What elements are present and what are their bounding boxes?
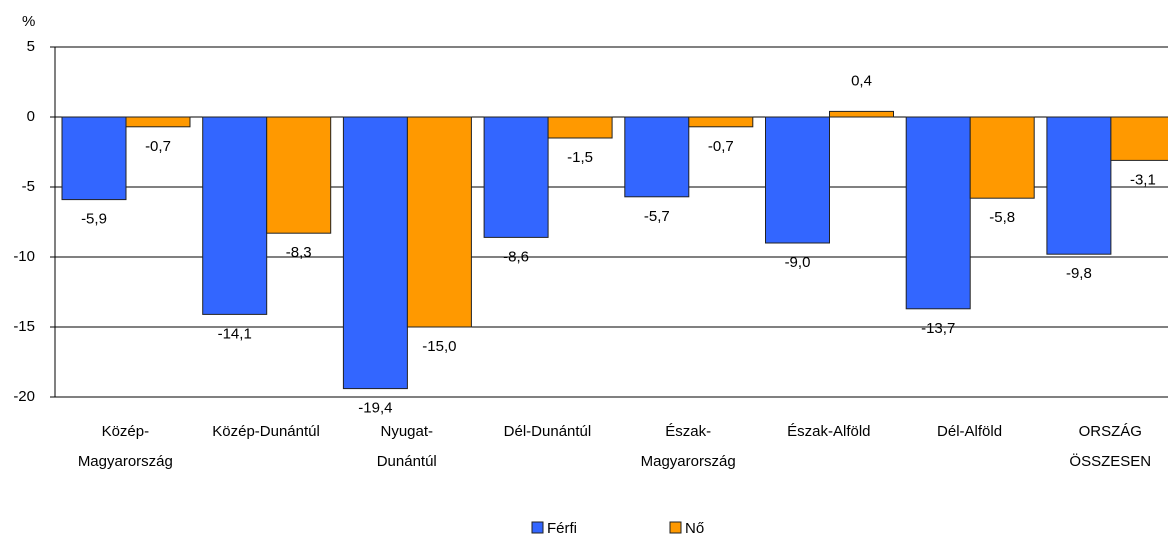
value-label: -1,5: [567, 149, 593, 166]
y-axis-label: %: [22, 13, 35, 30]
bar: [1110, 116, 1168, 161]
x-tick-label: Dél-Dunántúl: [504, 423, 592, 440]
value-label: -8,6: [503, 248, 529, 265]
x-tick-line: Dél-Dunántúl: [504, 423, 592, 440]
value-label: -5,9: [81, 211, 107, 228]
x-tick-line: Közép-: [102, 423, 150, 440]
y-tick-label: -10: [13, 248, 35, 265]
x-tick-line: Dunántúl: [377, 453, 437, 470]
x-tick-line: ORSZÁG: [1079, 423, 1142, 440]
y-tick-label: -5: [22, 178, 35, 195]
legend-label: Nő: [685, 520, 704, 537]
value-label: 0,4: [851, 72, 872, 89]
x-tick-label: Közép- Magyarország: [78, 423, 173, 470]
value-label: -0,7: [145, 138, 171, 155]
value-label: -5,8: [989, 209, 1015, 226]
legend-swatch: [669, 521, 682, 534]
value-label: -13,7: [921, 320, 955, 337]
x-tick-label: Közép-Dunántúl: [212, 423, 320, 440]
x-tick-line: Dél-Alföld: [937, 423, 1002, 440]
value-label: -9,0: [785, 254, 811, 271]
x-tick-label: Nyugat- Dunántúl: [377, 423, 437, 470]
value-label: -15,0: [422, 338, 456, 355]
x-tick-label: Észak- Magyarország: [641, 423, 736, 470]
legend-swatch: [531, 521, 544, 534]
value-label: -0,7: [708, 138, 734, 155]
x-tick-line: Nyugat-: [380, 423, 433, 440]
value-label: -8,3: [286, 244, 312, 261]
bar: [765, 116, 830, 244]
y-tick-label: 0: [27, 108, 35, 125]
x-tick-label: Dél-Alföld: [937, 423, 1002, 440]
bar: [342, 116, 408, 390]
legend-label: Férfi: [547, 520, 577, 537]
bar: [688, 116, 754, 128]
x-tick-line: Észak-Alföld: [787, 423, 870, 440]
x-tick-line: ÖSSZESEN: [1069, 452, 1151, 470]
bar: [406, 116, 472, 328]
y-tick-label: -20: [13, 388, 35, 405]
bar: [624, 116, 690, 198]
bar: [547, 116, 613, 139]
value-label: -3,1: [1130, 171, 1156, 188]
x-tick-line: Észak-: [665, 423, 711, 440]
y-tick-label: -15: [13, 318, 35, 335]
bar: [125, 116, 191, 128]
value-label: -14,1: [218, 325, 252, 342]
bar: [483, 116, 549, 238]
value-label: -9,8: [1066, 265, 1092, 282]
x-tick-line: Magyarország: [641, 453, 736, 470]
bar: [829, 110, 894, 118]
bar: [61, 116, 127, 201]
x-tick-line: Közép-Dunántúl: [212, 423, 320, 440]
bar: [202, 116, 268, 315]
bar: [1046, 116, 1112, 255]
x-tick-label: Észak-Alföld: [787, 423, 870, 440]
bar: [905, 116, 971, 310]
x-tick-label: ORSZÁG ÖSSZESEN: [1069, 423, 1151, 470]
bar: [969, 116, 1035, 199]
y-tick-label: 5: [27, 38, 35, 55]
x-tick-line: Magyarország: [78, 453, 173, 470]
value-label: -19,4: [358, 400, 392, 417]
value-label: -5,7: [644, 208, 670, 225]
bar: [266, 116, 332, 234]
